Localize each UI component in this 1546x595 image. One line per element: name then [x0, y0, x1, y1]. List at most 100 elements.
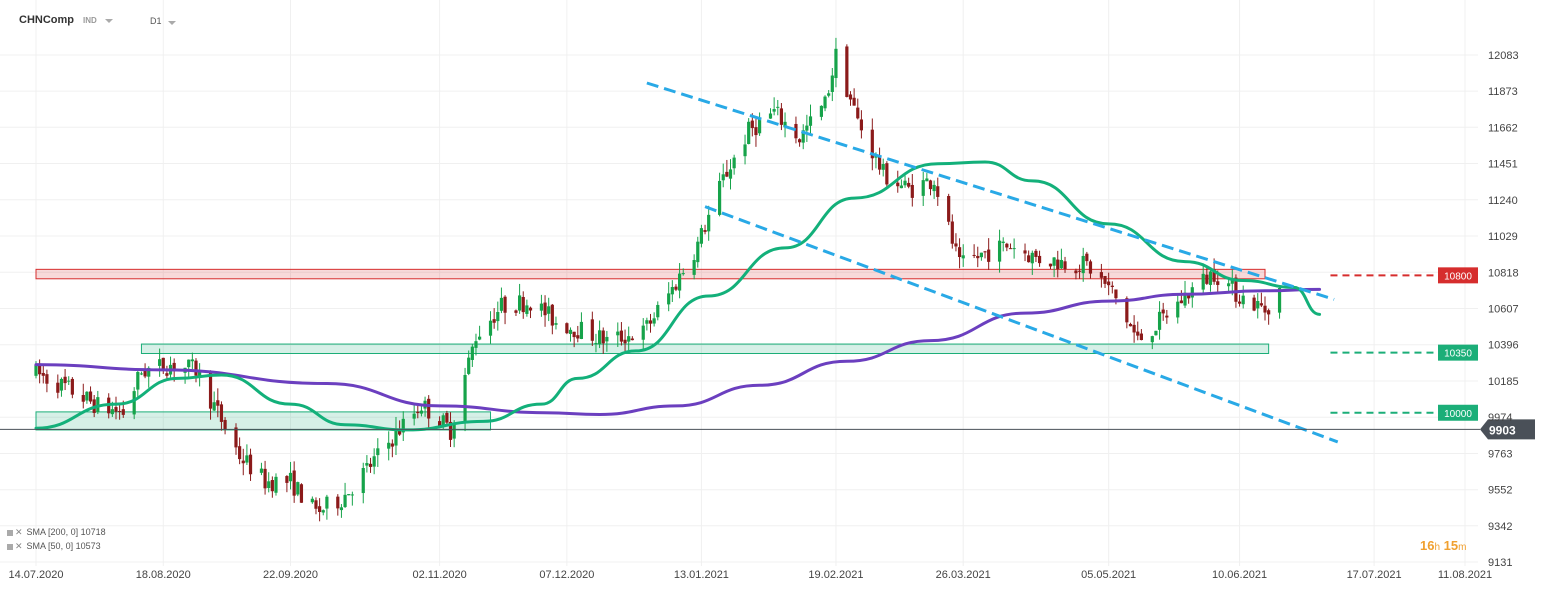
indicator-settings-icon[interactable]: [7, 543, 13, 550]
remove-indicator-icon[interactable]: ✕: [15, 527, 23, 537]
candle-body: [645, 320, 649, 324]
candle-body: [398, 429, 402, 435]
candle-body: [576, 335, 580, 339]
candle-body: [219, 404, 224, 422]
candle-body: [1154, 330, 1158, 336]
candle-body: [390, 443, 394, 447]
candle: [856, 98, 860, 120]
candle: [772, 97, 776, 116]
candle: [427, 395, 431, 430]
candle-body: [972, 254, 976, 256]
candle: [63, 369, 67, 391]
type-dropdown-icon[interactable]: [105, 19, 113, 23]
candle-body: [692, 260, 696, 275]
candle: [699, 224, 704, 248]
x-tick-label: 19.02.2021: [808, 569, 863, 581]
timer-hours: 16: [1420, 538, 1435, 553]
legend-sma200[interactable]: ✕ SMA [200, 0] 10718: [7, 527, 106, 538]
instrument-type-label[interactable]: IND: [83, 16, 97, 25]
candle: [747, 118, 751, 145]
candle-body: [38, 363, 42, 375]
candle-body: [539, 303, 544, 311]
candle-body: [1208, 271, 1213, 285]
candle-body: [296, 482, 300, 495]
indicator-settings-icon[interactable]: [7, 529, 13, 536]
candle: [645, 317, 649, 331]
candle: [881, 158, 885, 177]
candle-body: [525, 305, 529, 314]
candle-body: [910, 184, 914, 198]
candle-body: [1227, 283, 1231, 287]
candle: [1056, 250, 1060, 278]
y-tick-label: 9131: [1488, 557, 1512, 569]
candle-body: [674, 286, 678, 290]
x-tick-label: 14.07.2020: [8, 569, 63, 581]
candle-body: [870, 129, 874, 159]
candle: [67, 376, 71, 386]
candle: [390, 439, 394, 458]
legend-sma50[interactable]: ✕ SMA [50, 0] 10573: [7, 541, 101, 552]
symbol-label[interactable]: CHNComp: [19, 14, 74, 26]
candle-body: [158, 359, 162, 366]
timeframe-label[interactable]: D1: [150, 16, 162, 26]
candle-body: [452, 424, 456, 439]
candle-body: [743, 144, 747, 157]
candle-body: [957, 247, 962, 258]
candle: [547, 297, 551, 322]
remove-indicator-icon[interactable]: ✕: [15, 541, 23, 551]
candle-body: [1212, 269, 1216, 282]
candle-body: [343, 494, 347, 508]
candle-body: [721, 174, 725, 181]
candle: [499, 287, 504, 314]
candle-body: [190, 359, 194, 362]
candle: [674, 284, 678, 292]
timeframe-dropdown-icon[interactable]: [168, 21, 176, 25]
candle: [819, 105, 824, 121]
candle: [165, 365, 169, 379]
candle: [630, 336, 634, 341]
candle-body: [81, 395, 85, 402]
candle-body: [216, 400, 220, 406]
candle: [627, 326, 631, 352]
candle-body: [601, 330, 605, 344]
candle-body: [728, 169, 733, 179]
candle-body: [670, 287, 674, 295]
candle: [801, 124, 805, 150]
candle-body: [619, 330, 624, 342]
candle: [503, 295, 507, 325]
candle-body: [627, 336, 631, 342]
candle: [248, 448, 253, 481]
candle: [376, 438, 380, 467]
candle: [877, 147, 882, 175]
support-high-tag: [1438, 344, 1478, 361]
resistance-tag: [1438, 267, 1478, 284]
x-tick-label: 11.08.2021: [1438, 569, 1492, 581]
candle-body: [1030, 252, 1034, 264]
candle-body: [318, 506, 322, 512]
candle: [783, 112, 787, 138]
support-zone-low: [35, 411, 492, 431]
candle: [343, 482, 347, 508]
candle: [830, 68, 834, 102]
candle-body: [438, 421, 442, 428]
candle: [212, 391, 216, 411]
candle-body: [419, 410, 424, 414]
candle-body: [441, 415, 445, 427]
candle: [1099, 263, 1103, 288]
candle: [576, 325, 580, 343]
candle: [1208, 270, 1213, 292]
candle: [518, 283, 522, 314]
candle-body: [699, 228, 704, 244]
candle: [336, 494, 340, 516]
candle-body: [768, 113, 773, 119]
candle: [96, 390, 100, 415]
candle: [139, 371, 144, 376]
candle: [848, 91, 853, 106]
candle-body: [648, 320, 653, 324]
candle: [161, 357, 165, 374]
candle-body: [616, 331, 620, 336]
candle: [1027, 250, 1031, 263]
candle-body: [717, 180, 722, 215]
candle: [263, 460, 267, 495]
candle: [445, 410, 449, 424]
